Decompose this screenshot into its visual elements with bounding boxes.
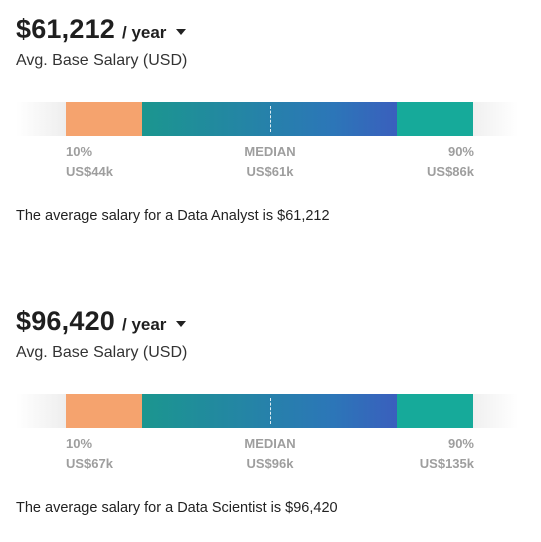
range-label-90th-percentile: 90% US$86k xyxy=(427,142,474,182)
salary-range-track xyxy=(16,394,518,428)
percentile-label: 10% xyxy=(66,144,93,159)
percentile-value: US$44k xyxy=(66,164,113,179)
salary-range-bar xyxy=(66,102,473,136)
median-label: MEDIAN xyxy=(244,436,296,451)
range-segment-mid xyxy=(142,394,397,428)
range-segment-low xyxy=(66,394,142,428)
salary-amount: $61,212 xyxy=(16,14,115,44)
range-segment-mid xyxy=(142,102,397,136)
median-marker xyxy=(269,398,271,424)
caret-down-icon[interactable] xyxy=(176,29,187,35)
range-label-10th-percentile: 10% US$44k xyxy=(66,142,113,182)
percentile-label: 90% xyxy=(447,144,474,159)
median-marker xyxy=(269,106,271,132)
percentile-value: US$86k xyxy=(427,164,474,179)
salary-summary-text: The average salary for a Data Scientist … xyxy=(16,500,338,516)
salary-subtitle: Avg. Base Salary (USD) xyxy=(16,52,188,69)
pay-period-selector[interactable]: / year xyxy=(122,315,167,334)
range-segment-high xyxy=(397,394,473,428)
range-segment-low xyxy=(66,102,142,136)
percentile-label: 90% xyxy=(447,436,474,451)
pay-period-selector[interactable]: / year xyxy=(122,23,167,42)
salary-headline: $61,212 / year xyxy=(16,14,187,50)
median-label: MEDIAN xyxy=(244,144,296,159)
range-label-median: MEDIAN US$96k xyxy=(231,434,309,474)
median-value: US$96k xyxy=(246,456,294,471)
range-label-10th-percentile: 10% US$67k xyxy=(66,434,113,474)
salary-card-data-analyst: $61,212 / year Avg. Base Salary (USD) 10… xyxy=(0,0,541,250)
range-label-90th-percentile: 90% US$135k xyxy=(420,434,474,474)
percentile-value: US$135k xyxy=(419,456,474,471)
range-segment-high xyxy=(397,102,473,136)
range-label-median: MEDIAN US$61k xyxy=(231,142,309,182)
salary-headline: $96,420 / year xyxy=(16,306,187,342)
salary-range-bar xyxy=(66,394,473,428)
percentile-value: US$67k xyxy=(66,456,113,471)
salary-amount: $96,420 xyxy=(16,306,115,336)
salary-subtitle: Avg. Base Salary (USD) xyxy=(16,344,188,361)
salary-summary-text: The average salary for a Data Analyst is… xyxy=(16,208,330,224)
caret-down-icon[interactable] xyxy=(176,321,187,327)
median-value: US$61k xyxy=(246,164,294,179)
salary-range-track xyxy=(16,102,518,136)
salary-card-data-scientist: $96,420 / year Avg. Base Salary (USD) 10… xyxy=(0,292,541,542)
percentile-label: 10% xyxy=(66,436,93,451)
